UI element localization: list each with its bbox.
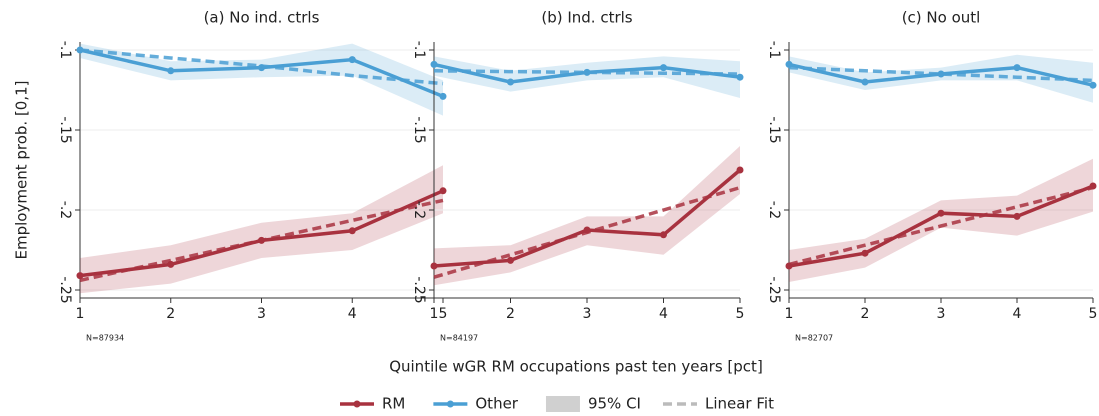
ci-band [434,56,740,98]
y-tick-label: -.15 [766,116,782,143]
x-tick-label: 3 [257,306,266,322]
x-tick-label: 2 [861,306,870,322]
sample-size: N=84197 [440,334,478,343]
point [439,187,447,195]
point [736,73,744,81]
y-tick-label: -.1 [411,41,427,59]
legend-marker [353,400,361,408]
y-tick-label: -.1 [766,41,782,59]
point [507,256,514,264]
y-axis-label: Employment prob. [0,1] [13,81,31,260]
x-tick-label: 2 [166,306,175,322]
y-tick-label: -.25 [411,276,427,303]
x-tick-label: 5 [1089,306,1098,322]
fit-line [433,69,741,76]
fit-line [79,198,444,283]
x-tick-label: 4 [1013,306,1022,322]
ci-band [80,165,443,294]
y-tick-label: -.2 [766,201,782,219]
legend-label: 95% CI [588,395,641,413]
x-tick-label: 5 [439,306,448,322]
legend-label: RM [382,395,405,413]
y-tick-label: -.2 [411,201,427,219]
sample-size: N=82707 [795,334,833,343]
x-tick-label: 1 [430,306,439,322]
y-tick-label: -.2 [57,201,73,219]
fit-line [788,65,1094,83]
point [430,60,438,68]
panel-title: (a) No ind. ctrls [204,9,320,27]
x-tick-label: 5 [736,306,745,322]
x-tick-label: 1 [785,306,794,322]
sample-size: N=87934 [86,334,124,343]
point [439,92,447,100]
fit-line [433,185,741,279]
point [660,231,667,239]
fit-line [79,48,444,86]
y-tick-label: -.1 [57,41,73,59]
panel-title: (c) No outl [902,9,981,27]
y-tick-label: -.25 [57,276,73,303]
y-tick-label: -.25 [766,276,782,303]
point [736,166,744,174]
point [348,56,356,64]
panel-title: (b) Ind. ctrls [541,9,632,27]
point [507,78,514,86]
point [167,67,175,75]
x-tick-label: 3 [583,306,592,322]
point [348,227,356,235]
point [76,272,84,280]
point [861,249,869,257]
point [167,260,175,268]
legend: RM Other 95% CI Linear Fit [340,395,774,413]
point [430,262,438,270]
ci-band [434,146,740,286]
point [1013,212,1021,220]
x-tick-label: 4 [348,306,357,322]
y-tick-label: -.15 [57,116,73,143]
y-tick-label: -.15 [411,116,427,143]
point [861,78,869,86]
point [660,64,667,72]
fit-line [788,185,1094,267]
legend-label: Linear Fit [705,395,774,413]
x-tick-label: 1 [76,306,85,322]
x-tick-label: 3 [937,306,946,322]
ci-band [789,158,1093,282]
x-tick-label: 2 [506,306,515,322]
point [937,70,945,78]
x-axis-label: Quintile wGR RM occupations past ten yea… [389,358,763,376]
legend-label: Other [475,395,518,413]
x-tick-label: 4 [659,306,668,322]
legend-marker [446,400,454,408]
legend-swatch [545,396,580,412]
point [1089,81,1097,89]
point [937,209,945,217]
point [1013,64,1021,72]
